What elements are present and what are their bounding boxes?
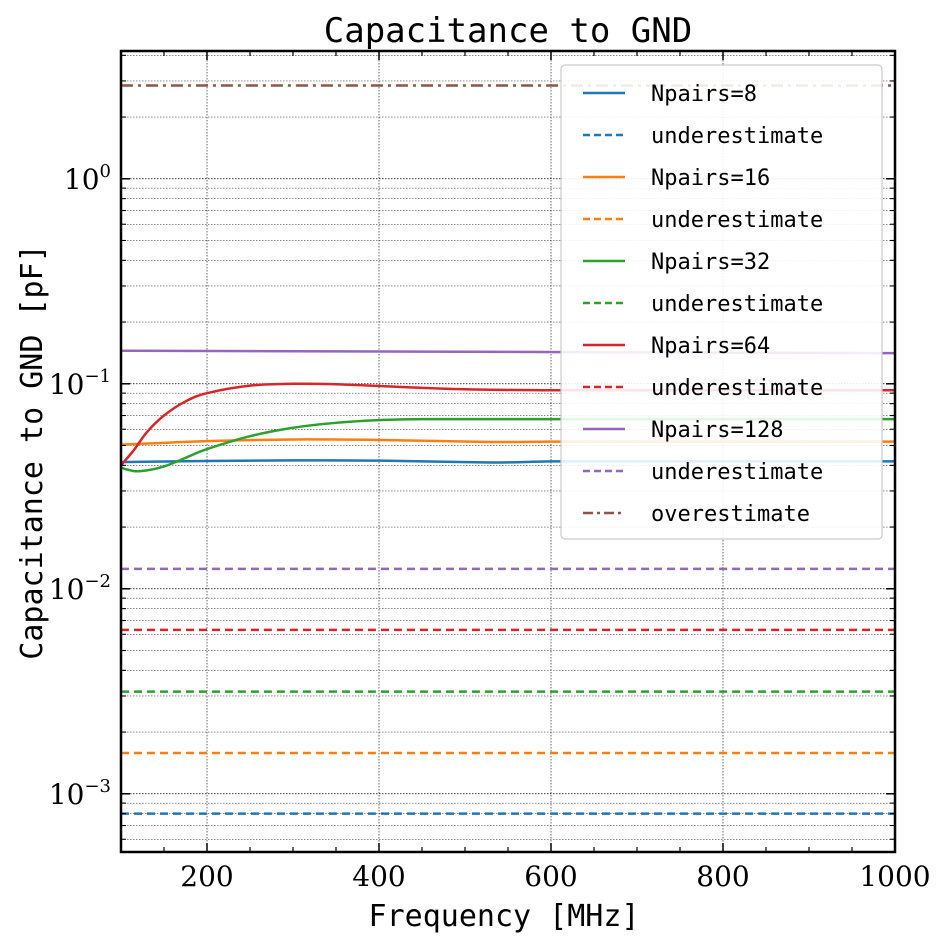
x-tick-label: 800 [696, 860, 749, 893]
ticks: 200 400 600 800 1000 10−3 10−2 10−1 100 [49, 51, 931, 893]
y-tick-label: 10−3 [49, 776, 111, 811]
legend-label: underestimate [651, 124, 823, 149]
y-axis-label: Capacitance to GND [pF] [15, 244, 50, 659]
legend-label: Npairs=32 [651, 250, 770, 275]
legend-label: Npairs=8 [651, 82, 757, 107]
y-tick-label: 100 [64, 161, 111, 196]
legend-label: Npairs=16 [651, 166, 770, 191]
x-tick-label: 1000 [859, 860, 930, 893]
legend-label: overestimate [651, 502, 810, 527]
legend-label: underestimate [651, 376, 823, 401]
x-tick-label: 400 [352, 860, 405, 893]
y-tick-label: 10−2 [49, 571, 111, 606]
legend-label: underestimate [651, 208, 823, 233]
y-tick-label: 10−1 [49, 366, 111, 401]
x-tick-label: 600 [524, 860, 577, 893]
x-tick-label: 200 [180, 860, 233, 893]
legend-label: underestimate [651, 460, 823, 485]
chart-title: Capacitance to GND [324, 11, 692, 51]
x-axis-label: Frequency [MHz] [369, 899, 640, 934]
legend-label: Npairs=128 [651, 418, 783, 443]
legend: Npairs=8 underestimate Npairs=16 underestim… [560, 64, 883, 540]
legend-label: underestimate [651, 292, 823, 317]
legend-box [560, 64, 883, 540]
legend-label: Npairs=64 [651, 334, 770, 359]
